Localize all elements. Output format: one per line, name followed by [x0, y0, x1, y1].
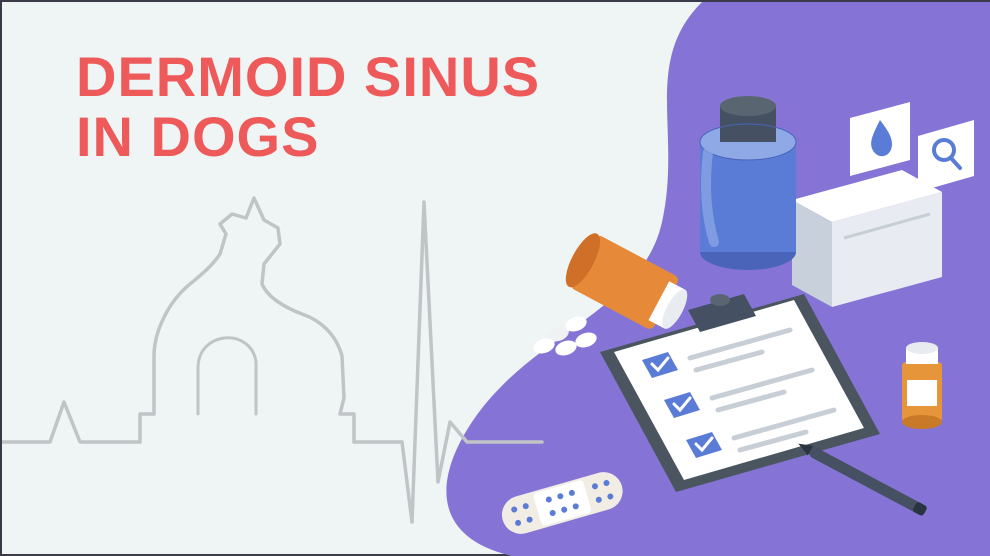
infographic-canvas: DERMOID SINUS IN DOGS	[0, 0, 990, 556]
icon-card-drop	[850, 102, 910, 176]
icon-card-search	[918, 120, 974, 192]
pen	[795, 439, 927, 516]
medical-items-layer	[2, 2, 990, 556]
small-orange-vial	[902, 342, 942, 429]
blue-jar	[700, 96, 796, 270]
bandage	[497, 468, 627, 539]
